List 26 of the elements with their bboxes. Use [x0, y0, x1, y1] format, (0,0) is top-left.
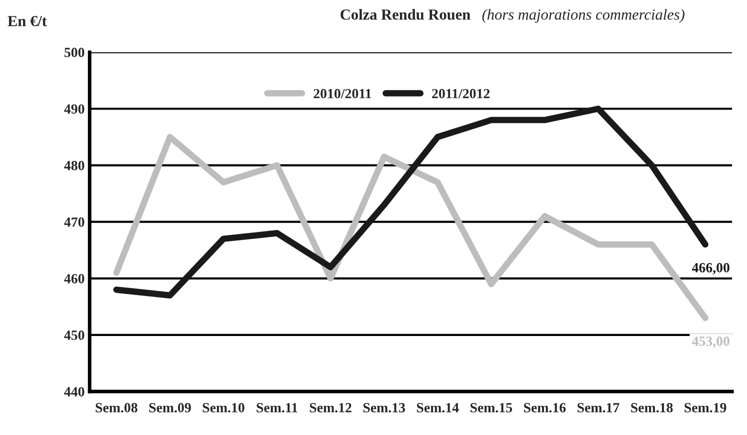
x-tick-label: Sem.19	[684, 403, 726, 412]
x-tick-label: Sem.18	[631, 403, 673, 412]
x-tick-label: Sem.13	[363, 403, 406, 412]
legend-label: 2010/2011	[314, 88, 372, 98]
x-tick-label: Sem.09	[149, 403, 191, 412]
y-tick-label: 480	[64, 160, 84, 170]
annotation: 466,00	[692, 263, 730, 274]
y-axis-title: En €/t	[8, 16, 47, 26]
y-tick-label: 470	[64, 217, 84, 227]
x-tick-label: Sem.15	[470, 403, 512, 412]
x-tick-label: Sem.12	[310, 403, 352, 412]
x-tick-label: Sem.16	[524, 403, 566, 412]
y-tick-label: 500	[64, 48, 84, 58]
chart-title: Colza Rendu Rouen	[340, 8, 470, 20]
y-tick-label: 450	[64, 330, 84, 340]
x-tick-label: Sem.11	[256, 403, 298, 412]
annotation: 453,00	[692, 336, 730, 348]
x-tick-label: Sem.17	[578, 403, 620, 412]
y-tick-label: 460	[64, 274, 84, 284]
y-tick-label: 440	[64, 387, 84, 396]
x-tick-label: Sem.08	[96, 403, 138, 412]
x-tick-label: Sem.14	[416, 403, 459, 412]
chart-subtitle: (hors majorations commerciales)	[482, 8, 684, 23]
y-tick-label: 490	[64, 104, 84, 114]
legend-label: 2011/2012	[432, 88, 490, 98]
x-tick-label: Sem.10	[202, 403, 244, 412]
